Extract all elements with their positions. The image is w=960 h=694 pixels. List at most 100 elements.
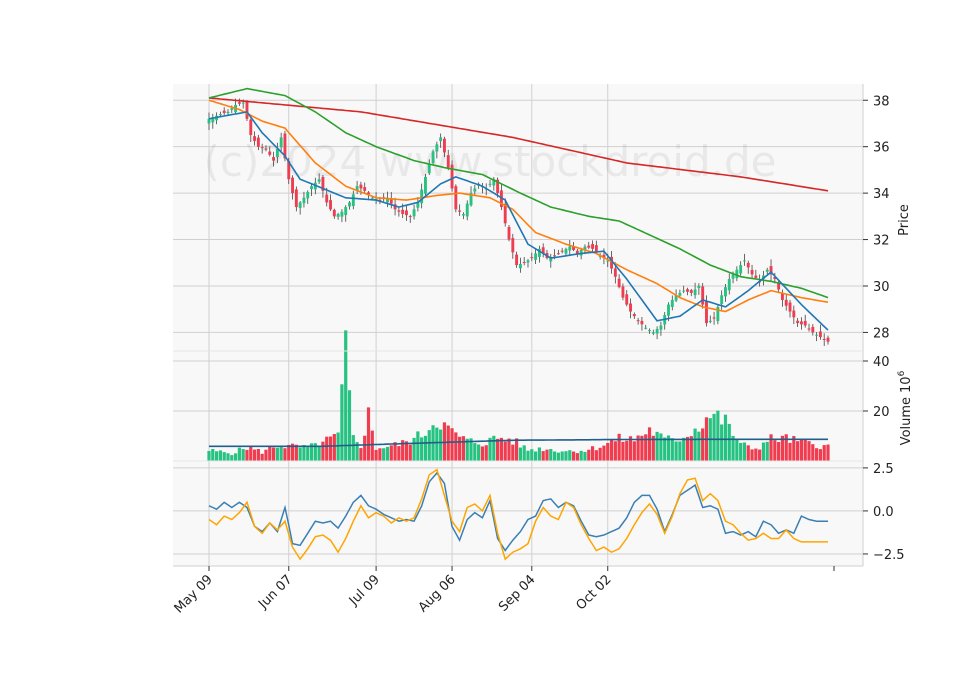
volume-bar <box>416 431 420 461</box>
volume-bar <box>378 448 382 461</box>
candle-body <box>222 110 226 114</box>
volume-bar <box>397 446 401 461</box>
candle-body <box>272 157 276 161</box>
candle-body <box>689 290 693 293</box>
candle-body <box>230 108 234 111</box>
volume-bar <box>385 446 390 461</box>
volume-bar <box>271 447 276 461</box>
candle-body <box>701 286 705 305</box>
candle-body <box>594 245 598 253</box>
candle-body <box>465 203 469 217</box>
ma-mid-line <box>208 99 829 313</box>
candle-body <box>575 250 579 254</box>
candle-body <box>541 247 545 254</box>
candle-body <box>469 193 473 206</box>
date-tick-label: Oct 02 <box>573 572 614 613</box>
volume-bar <box>522 445 526 461</box>
volume-bar <box>317 446 321 461</box>
volume-bar <box>340 384 344 461</box>
candle-body <box>629 303 632 312</box>
candle-body <box>537 248 541 257</box>
candle-body <box>310 186 313 190</box>
candle-body <box>268 151 272 155</box>
candle-body <box>473 188 477 192</box>
candle-body <box>253 136 257 141</box>
candle-body <box>256 137 260 147</box>
candle-body <box>735 269 739 279</box>
candle-body <box>344 207 348 216</box>
volume-bar <box>351 435 355 461</box>
volume-bar <box>803 439 807 461</box>
volume-bar <box>818 449 822 461</box>
volume-bar <box>222 452 226 461</box>
volume-bar <box>446 425 450 461</box>
volume-bar <box>780 435 785 461</box>
candle-body <box>370 197 374 199</box>
candle-body <box>610 256 613 269</box>
candle-body <box>678 292 682 296</box>
candle-body <box>325 194 329 203</box>
volume-bar <box>518 447 522 461</box>
volume-bar <box>423 435 428 461</box>
date-tick-label: Jun 07 <box>255 572 295 612</box>
volume-bar <box>230 455 234 461</box>
volume-bar <box>746 445 750 461</box>
candle-body <box>515 254 519 266</box>
candle-body <box>667 304 670 316</box>
candle-body <box>424 176 427 194</box>
volume-bar <box>526 450 530 461</box>
candle-body <box>564 248 568 254</box>
volume-bar <box>294 444 298 461</box>
candle-body <box>405 210 408 216</box>
volume-bar <box>761 442 766 461</box>
ma-short-line <box>208 111 829 331</box>
candle-body <box>507 227 511 240</box>
volume-bar <box>723 414 728 461</box>
volume-bar <box>701 428 705 461</box>
volume-bar <box>218 450 222 461</box>
candle-body <box>287 161 291 180</box>
volume-bar <box>401 440 405 461</box>
volume-bar <box>568 450 572 461</box>
candle-body <box>556 253 560 255</box>
candle-body <box>773 277 777 280</box>
candle-body <box>526 260 530 263</box>
candle-body <box>279 137 283 148</box>
volume-bar <box>439 429 443 461</box>
volume-bar <box>283 448 287 461</box>
candle-body <box>408 216 412 218</box>
volume-bar <box>279 447 283 461</box>
candle-body <box>720 295 724 304</box>
volume-bar <box>754 448 758 461</box>
volume-bar <box>355 442 359 461</box>
volume-bar <box>530 449 534 461</box>
price-axis-label: Price <box>897 204 912 236</box>
volume-bar <box>682 437 686 461</box>
volume-bar <box>332 433 336 461</box>
candle-body <box>275 149 279 158</box>
volume-bar <box>678 441 682 461</box>
volume-bar <box>625 440 629 461</box>
volume-bar <box>302 444 306 461</box>
candle-body <box>754 275 758 278</box>
candle-body <box>461 214 465 216</box>
candle-body <box>746 262 750 268</box>
candle-body <box>549 256 553 262</box>
candle-body <box>705 300 708 324</box>
candle-body <box>670 299 674 307</box>
volume-bar <box>564 451 568 461</box>
volume-bar <box>264 449 268 461</box>
price-tick-label: 36 <box>873 141 890 156</box>
candle-body <box>458 210 462 212</box>
candle-body <box>587 245 591 248</box>
candle-body <box>518 263 522 269</box>
volume-bar <box>552 451 557 461</box>
candle-body <box>708 320 712 322</box>
volume-bar <box>796 441 800 461</box>
volume-bar <box>628 436 633 461</box>
volume-bar <box>477 444 481 461</box>
volume-bar <box>306 447 310 461</box>
volume-bar <box>792 436 796 461</box>
candle-body <box>826 337 830 342</box>
volume-tick-label: 40 <box>873 355 890 370</box>
